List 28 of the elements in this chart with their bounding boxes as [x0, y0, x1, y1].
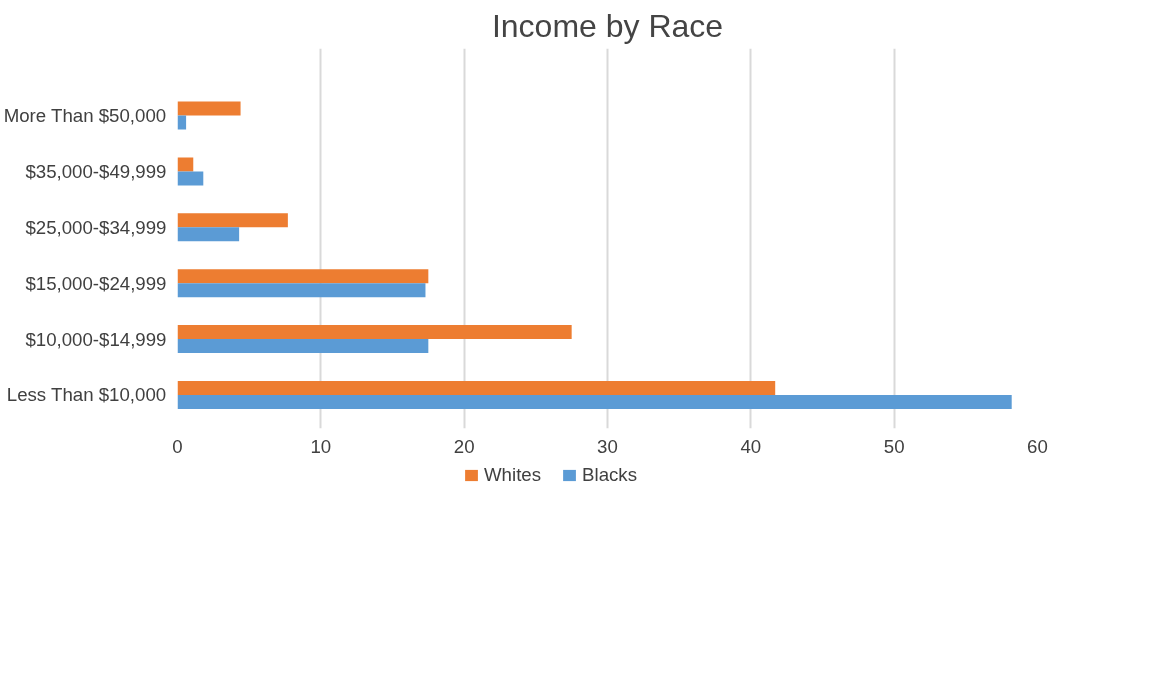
x-tick-label: 40 — [740, 435, 762, 457]
x-tick-label: 20 — [453, 435, 475, 457]
bar — [177, 101, 241, 116]
bar — [177, 115, 187, 130]
x-tick-label: 30 — [597, 435, 618, 457]
chart-title: Income by Race — [491, 7, 724, 44]
y-tick-label: More Than $50,000 — [3, 105, 167, 127]
y-tick-label: Less Than $10,000 — [6, 384, 167, 406]
x-tick-label: 10 — [310, 435, 332, 457]
bar — [177, 227, 240, 242]
bar — [177, 394, 1012, 409]
legend-label: Blacks — [582, 464, 637, 486]
x-tick-label: 60 — [1027, 435, 1048, 457]
bar — [177, 157, 194, 172]
y-tick-label: $25,000-$34,999 — [25, 216, 167, 238]
x-tick-label: 0 — [172, 435, 183, 457]
bar — [177, 339, 429, 354]
bar — [177, 171, 204, 186]
legend-label: Whites — [484, 464, 542, 486]
x-tick-label: 50 — [883, 435, 905, 457]
bar — [177, 269, 429, 284]
y-tick-label: $35,000-$49,999 — [25, 160, 167, 182]
y-tick-label: $10,000-$14,999 — [25, 328, 167, 350]
bar — [177, 325, 572, 340]
y-tick-label: $15,000-$24,999 — [25, 272, 167, 294]
bar — [177, 283, 426, 298]
bar — [177, 381, 776, 395]
bar — [177, 213, 288, 228]
